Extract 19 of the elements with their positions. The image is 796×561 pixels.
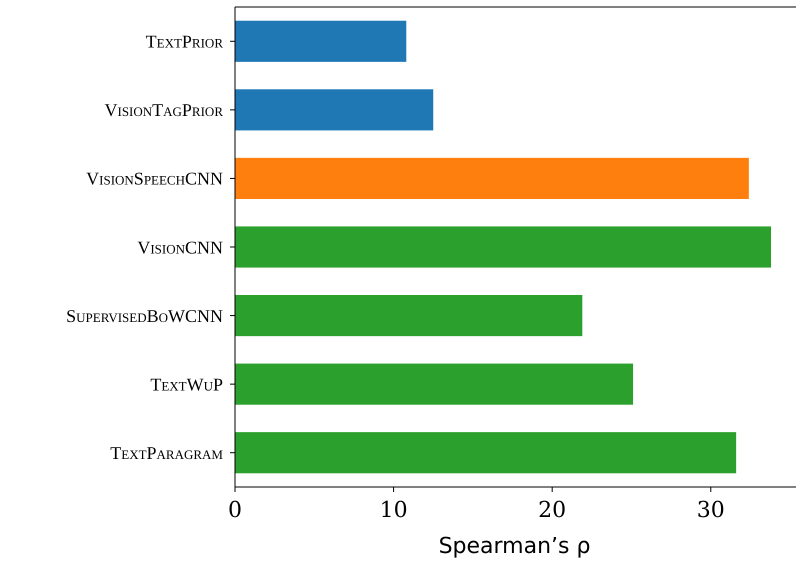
bar	[235, 364, 634, 405]
x-axis-title: Spearman’s ρ	[438, 534, 590, 559]
y-tick-label: TextPrior	[146, 32, 224, 52]
x-tick-label: 0	[228, 498, 242, 523]
bar	[235, 89, 434, 130]
x-tick-label: 30	[696, 498, 725, 523]
y-tick-label: VisionSpeechCNN	[86, 168, 223, 189]
y-tick-label: SupervisedBoWCNN	[66, 306, 223, 326]
bar	[235, 20, 406, 62]
y-tick-label: VisionCNN	[137, 237, 223, 258]
x-tick-label: 10	[380, 498, 408, 523]
bar	[235, 158, 749, 199]
x-tick-label: 20	[538, 498, 566, 523]
y-tick-label: TextParagram	[110, 443, 224, 464]
bar	[235, 295, 582, 336]
bar	[235, 432, 736, 474]
y-tick-label: TextWuP	[150, 374, 223, 394]
y-tick-label: VisionTagPrior	[104, 100, 224, 120]
bar	[235, 226, 772, 268]
